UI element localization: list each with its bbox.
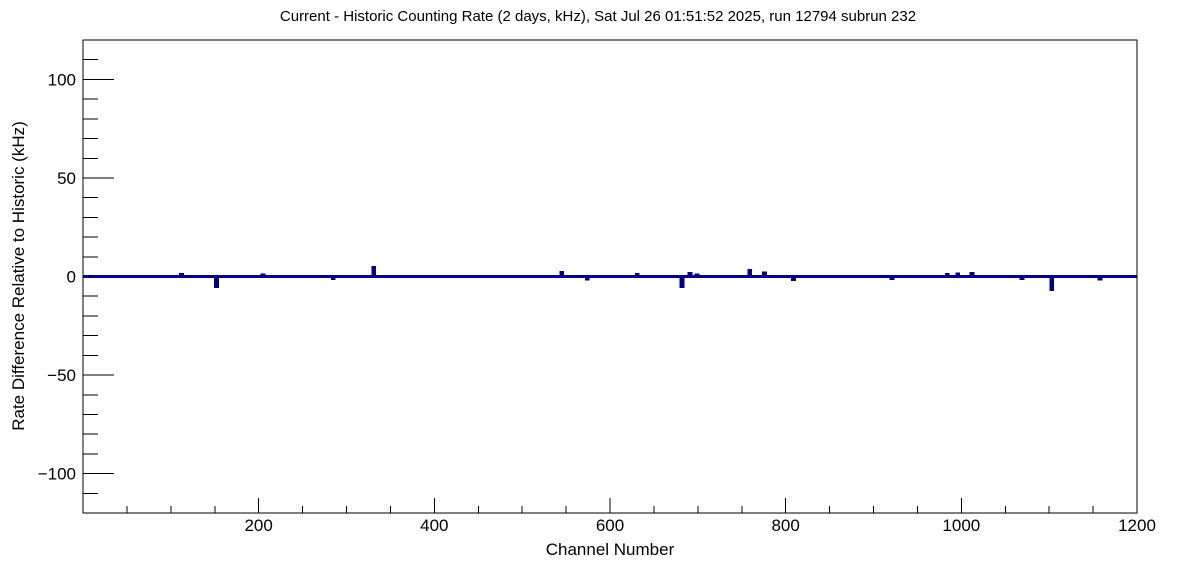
axis-tick-labels: 200 400 600 800 1000 1200 100 50 0 −50 −100 bbox=[38, 70, 1156, 535]
svg-text:−50: −50 bbox=[47, 366, 76, 385]
svg-text:100: 100 bbox=[48, 70, 76, 89]
svg-text:1200: 1200 bbox=[1118, 516, 1156, 535]
x-axis-title: Channel Number bbox=[545, 540, 675, 559]
axis-ticks bbox=[83, 59, 1138, 513]
svg-text:−100: −100 bbox=[38, 465, 76, 484]
svg-text:1000: 1000 bbox=[942, 516, 980, 535]
rate-difference-line bbox=[83, 266, 1137, 291]
chart-title: Current - Historic Counting Rate (2 days… bbox=[279, 8, 917, 25]
y-axis-title: Rate Difference Relative to Historic (kH… bbox=[9, 121, 28, 431]
svg-text:0: 0 bbox=[67, 268, 76, 287]
svg-text:400: 400 bbox=[420, 516, 448, 535]
svg-text:800: 800 bbox=[771, 516, 799, 535]
svg-text:200: 200 bbox=[244, 516, 272, 535]
svg-text:50: 50 bbox=[57, 169, 76, 188]
svg-text:600: 600 bbox=[596, 516, 624, 535]
